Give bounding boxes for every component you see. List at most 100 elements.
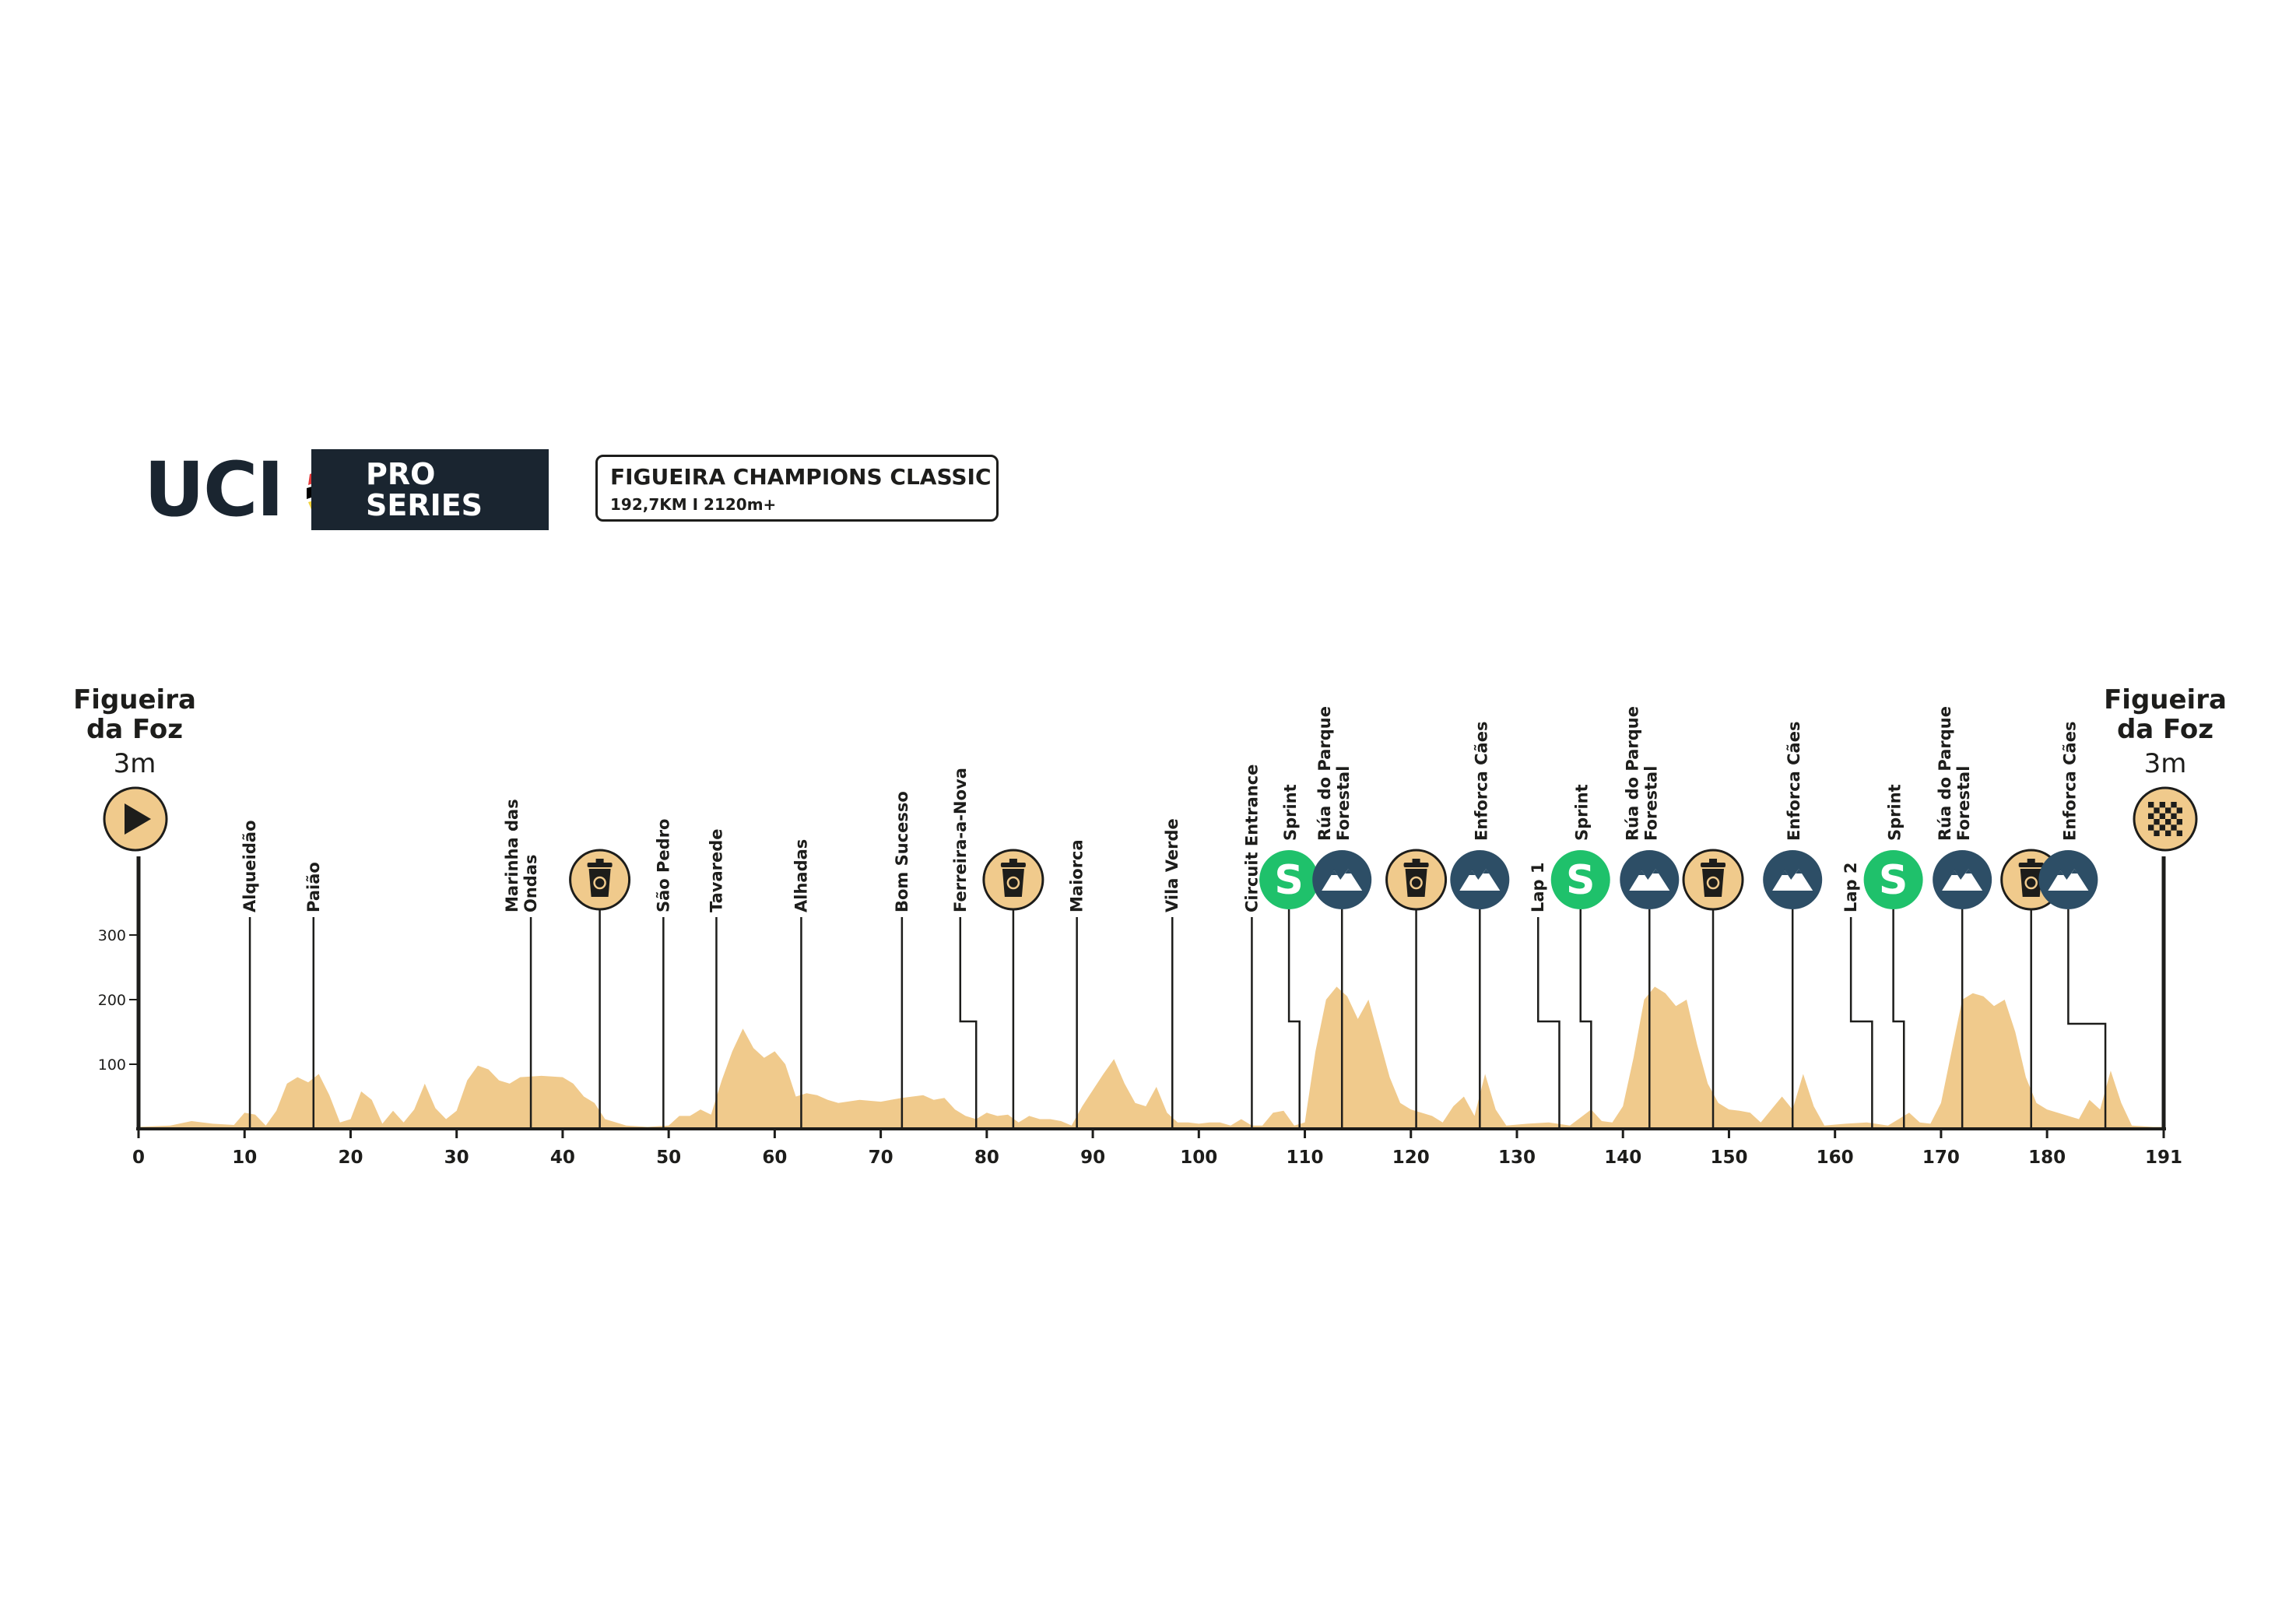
x-tick-label: 50: [656, 1148, 681, 1168]
x-tick-label: 60: [762, 1148, 787, 1168]
sprint-icon: S: [1863, 850, 1923, 909]
location-label: Rúa do ParqueForestal: [1936, 706, 1973, 841]
leader-line: [1892, 909, 1905, 1129]
location-label: Sprint: [1281, 784, 1300, 841]
bin-handle: [2027, 859, 2035, 863]
mountain-icon: [1312, 850, 1372, 909]
leader-line: [1579, 909, 1592, 1129]
location-label: Alhadas: [792, 839, 810, 912]
location-label: Enforca Cães: [1472, 722, 1490, 841]
uci-pro-series-logo: UCI PRO SERIES: [144, 448, 549, 532]
mountain-snow: [1469, 869, 1490, 875]
location-label: Paião: [304, 862, 323, 912]
checker-square: [2148, 813, 2154, 819]
checker-square: [2159, 813, 2165, 819]
sprint-letter: S: [1879, 857, 1908, 904]
bin-lid: [1403, 863, 1429, 867]
recycle-mark: [1410, 876, 1423, 890]
mountain-snow: [1782, 869, 1803, 875]
x-tick-label: 90: [1080, 1148, 1105, 1168]
location-label-line: Sprint: [1281, 784, 1300, 841]
sprint-circle: [1259, 850, 1319, 909]
location-label-line: Forestal: [1334, 766, 1353, 841]
play-icon: [103, 786, 168, 852]
sprint-icon: S: [1259, 850, 1319, 909]
checker-square: [2165, 807, 2171, 814]
location-label-line: Vila Verde: [1163, 818, 1181, 912]
x-tick-label: 10: [232, 1148, 257, 1168]
location-label: Lap 1: [1529, 862, 1547, 912]
y-tick-label: 200: [98, 992, 126, 1009]
location-label-line: Enforca Cães: [2060, 722, 2079, 841]
location-label-line: Sprint: [1886, 784, 1905, 841]
location-label-line: Circuit Entrance: [1242, 765, 1261, 912]
location-label: Circuit Entrance: [1242, 765, 1261, 912]
x-tick-label: 130: [1498, 1148, 1536, 1168]
location-label-line: Forestal: [1954, 766, 1973, 841]
location-label-line: Alqueidão: [240, 820, 259, 912]
location-label: Enforca Cães: [2060, 722, 2079, 841]
leader-line: [1536, 917, 1561, 1129]
mountain-icon: [1763, 850, 1823, 909]
checker-square: [2165, 830, 2171, 836]
location-label: Sprint: [1573, 784, 1592, 841]
location-label-line: Tavarede: [707, 828, 725, 912]
elevation-profile-area: [139, 986, 2164, 1129]
location-label: Marinha dasOndas: [503, 799, 540, 912]
location-label-line: Sprint: [1573, 784, 1592, 841]
bin-body: [1702, 869, 1725, 897]
bin-handle: [1709, 859, 1718, 863]
location-label: Lap 2: [1841, 862, 1860, 912]
profile-area-group: [139, 986, 2164, 1129]
checker-square: [2154, 819, 2160, 825]
location-label-line: Enforca Cães: [1472, 722, 1490, 841]
location-label: Ferreira-a-Nova: [951, 768, 970, 912]
mountain-icon: [1933, 850, 1992, 909]
start-name-line1: Figueira: [73, 684, 196, 715]
location-label: Enforca Cães: [1785, 722, 1803, 841]
start-altitude: 3m: [114, 748, 156, 779]
bin-lid: [587, 863, 613, 867]
x-tick-label: 0: [132, 1148, 145, 1168]
checker-square: [2148, 802, 2154, 808]
x-tick-label: 120: [1392, 1148, 1430, 1168]
mountain-icon: [1450, 850, 1510, 909]
checker-square: [2176, 819, 2182, 825]
recycle-mark: [593, 876, 606, 890]
x-tick-label: 40: [550, 1148, 575, 1168]
location-label-line: Ferreira-a-Nova: [951, 768, 970, 912]
bin-body: [588, 869, 611, 897]
feed-zone-icon: [1682, 849, 1744, 911]
bin-handle: [1412, 859, 1420, 863]
location-label-line: Marinha das: [503, 799, 521, 912]
x-tick-label: 20: [338, 1148, 363, 1168]
checker-square: [2171, 802, 2177, 808]
pro-series-box: [311, 449, 549, 530]
location-label-line: Ondas: [521, 854, 540, 912]
y-tick-label: 300: [98, 927, 126, 944]
checker-square: [2171, 824, 2177, 831]
checker-square: [2176, 830, 2182, 836]
bin-body: [2020, 869, 2042, 897]
location-label-line: Rúa do Parque: [1936, 706, 1954, 841]
bin-body: [1002, 869, 1024, 897]
finish-name-line2: da Foz: [2117, 714, 2213, 745]
feed-zone-icon: [1385, 849, 1448, 911]
mountain-snow: [2057, 869, 2078, 875]
sprint-letter: S: [1274, 857, 1303, 904]
leader-line: [2067, 909, 2107, 1129]
bin-handle: [1009, 859, 1017, 863]
finish-altitude: 3m: [2144, 748, 2187, 779]
pro-series-line1: PRO: [366, 457, 436, 491]
x-tick-label: 150: [1710, 1148, 1747, 1168]
bin-handle: [595, 859, 604, 863]
checker-square: [2154, 807, 2160, 814]
race-title-box: FIGUEIRA CHAMPIONS CLASSIC 192,7KM I 212…: [595, 455, 999, 522]
feed-zone-icon: [569, 849, 631, 911]
checker-square: [2159, 802, 2165, 808]
sprint-letter: S: [1566, 857, 1595, 904]
y-tick-label: 100: [98, 1056, 126, 1074]
location-label: Sprint: [1886, 784, 1905, 841]
location-label-line: Alhadas: [792, 839, 810, 912]
location-label-line: Maiorca: [1068, 839, 1087, 912]
